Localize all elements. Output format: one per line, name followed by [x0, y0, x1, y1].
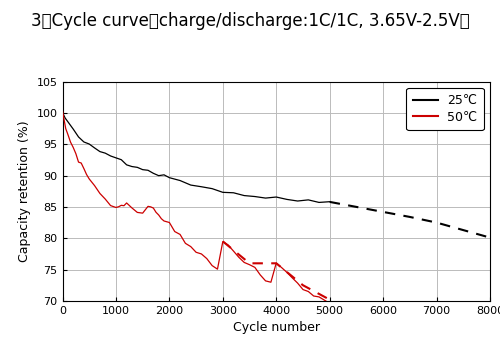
- Y-axis label: Capacity retention (%): Capacity retention (%): [18, 120, 31, 262]
- Text: 3、Cycle curve（charge/discharge:1C/1C, 3.65V-2.5V）: 3、Cycle curve（charge/discharge:1C/1C, 3.…: [30, 12, 469, 30]
- X-axis label: Cycle number: Cycle number: [233, 321, 320, 334]
- Legend: 25℃, 50℃: 25℃, 50℃: [406, 88, 484, 130]
